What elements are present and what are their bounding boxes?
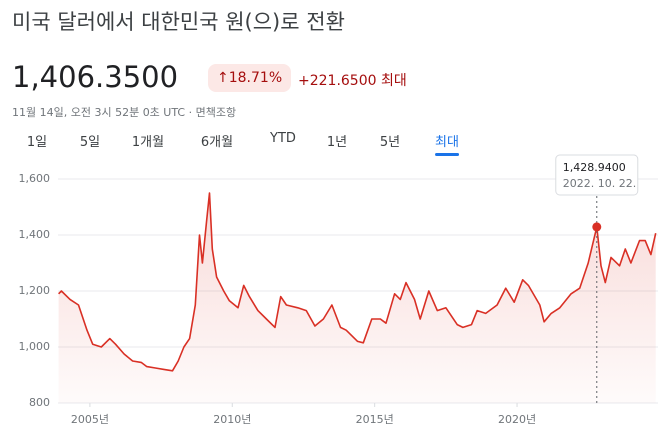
range-tab[interactable]: 6개월 (200, 135, 234, 150)
change-amount: +221.6500 (298, 73, 377, 89)
change-badge: ↑18.71% (208, 64, 292, 92)
range-tab[interactable]: 1년 (326, 135, 348, 150)
range-tab[interactable]: 1개월 (131, 135, 165, 150)
range-tab[interactable]: 5년 (379, 135, 401, 150)
chart: 800 1,000 1,200 1,400 1,600 2005년 2010년 2015년 20… (19, 154, 658, 426)
range-tab[interactable]: 최대 (435, 131, 459, 156)
x-tick-label: 2020년 (498, 413, 536, 426)
x-tick-label: 2010년 (213, 413, 251, 426)
tooltip-value: 1,428.9400 (563, 161, 626, 174)
y-tick-label: 1,000 (19, 340, 51, 353)
y-tick-label: 1,200 (19, 284, 51, 297)
range-tab[interactable]: 5일 (79, 135, 101, 150)
title: 미국 달러에서 대한민국 원(으)로 전환 (12, 10, 345, 34)
y-tick-label: 1,600 (19, 172, 51, 185)
tooltip-box (555, 154, 639, 196)
arrow-icon: ↑ (217, 70, 229, 86)
tooltip-date: 2022. 10. 22. (563, 177, 636, 190)
y-tick-label: 1,400 (19, 228, 51, 241)
tabs: 1일 5일 1개월 6개월 YTD 1년 5년 최대 (0, 131, 672, 157)
change-amount-row: +221.6500 최대 (298, 70, 407, 90)
range-tab[interactable]: 1일 (26, 135, 48, 150)
period: 최대 (380, 73, 407, 89)
price: 1,406.3500 (12, 60, 179, 94)
x-tick-label: 2005년 (71, 413, 109, 426)
range-tab[interactable]: YTD (270, 131, 296, 146)
highlight-point (592, 222, 602, 232)
x-tick-label: 2015년 (356, 413, 394, 426)
timestamp: 11월 14일, 오전 3시 52분 0초 UTC · 면책조항 (12, 106, 237, 119)
area (58, 193, 656, 403)
y-tick-label: 800 (29, 396, 50, 409)
change-percent: 18.71% (228, 70, 283, 86)
line (58, 192, 657, 372)
